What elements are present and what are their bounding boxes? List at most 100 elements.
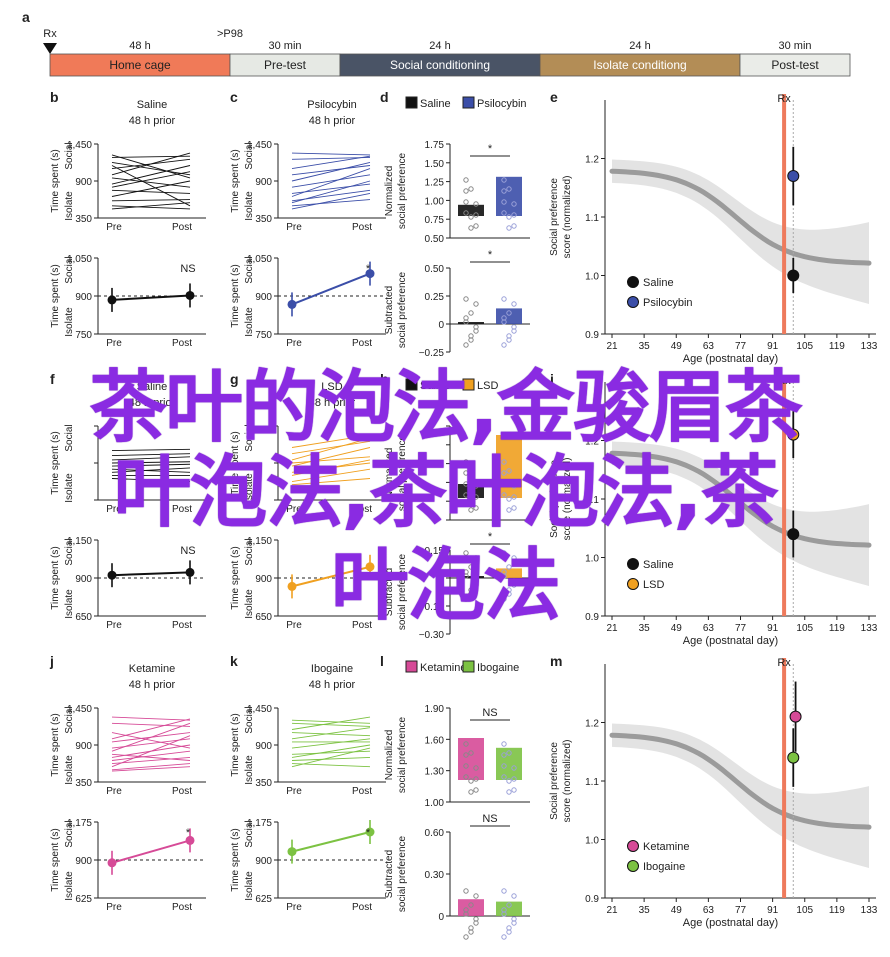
- panel-g-bottom-post-label: Post: [352, 620, 372, 631]
- panel-i-x-tick-label: 63: [703, 623, 715, 634]
- panel-d-norm-dot: [511, 223, 517, 229]
- panel-e-confidence-band: [612, 159, 869, 304]
- panel-f-individual-line: [111, 478, 191, 483]
- panel-h-norm-dot: [463, 470, 469, 476]
- panel-b-individual-line: [111, 152, 191, 176]
- panel-b-top-isolate-label: Isolate: [64, 191, 75, 221]
- panel-i-y-tick-label: 1.1: [585, 495, 599, 506]
- panel-h-norm-dot: [468, 496, 474, 502]
- panel-j-individual-line: [111, 735, 191, 768]
- panel-l-sub-dot: [463, 907, 469, 913]
- panel-c-mean-point-post: [365, 269, 375, 279]
- panel-d-norm-bar-1: [458, 204, 484, 216]
- panel-h-norm-dot: [473, 494, 479, 500]
- panel-h-norm-dot: [468, 468, 474, 474]
- panel-k-bottom-social-label: Social: [244, 820, 255, 847]
- panel-k-bottom-ylabel: Time spent (s): [230, 828, 241, 892]
- panel-m-x-tick-label: 35: [639, 905, 651, 916]
- panel-h-sub-dot: [511, 555, 517, 561]
- panel-m-point-1: [789, 710, 802, 723]
- panel-f-individual-line: [111, 448, 191, 452]
- panel-i-rx-label: Rx: [777, 375, 791, 387]
- panel-d-norm-dot: [473, 212, 479, 218]
- panel-b-bottom-isolate-label: Isolate: [64, 307, 75, 337]
- panel-b-mean-point-pre: [107, 295, 117, 305]
- panel-k-individual-line: [291, 763, 371, 768]
- panel-l-sub-dot: [463, 934, 469, 940]
- panel-l-norm-dot: [463, 752, 469, 758]
- panel-m-x-tick-label: 105: [796, 905, 813, 916]
- panel-f-bottom-tick-label: 1,150: [67, 536, 92, 547]
- panel-g-bottom-tick-label: 650: [255, 612, 272, 623]
- panel-m-xlabel: Age (postnatal day): [683, 917, 778, 929]
- panel-d-norm-dot: [506, 186, 512, 192]
- panel-h-norm-dot: [506, 507, 512, 513]
- panel-i-x-tick-label: 91: [767, 623, 779, 634]
- panel-l-norm-dot: [473, 765, 479, 771]
- panel-d-norm-dot: [511, 212, 517, 218]
- panel-l-legend-swatch-1: [405, 660, 418, 673]
- panel-l-sub-dot: [463, 888, 469, 894]
- panel-k-top-ylabel: Time spent (s): [230, 713, 241, 777]
- panel-d-sub-dot: [511, 301, 517, 307]
- panel-b-bottom-social-label: Social: [64, 256, 75, 283]
- panel-h-sub-ylabel-2: social preference: [397, 553, 408, 630]
- panel-d-norm-dot: [463, 188, 469, 194]
- panel-j-bottom-isolate-label: Isolate: [64, 871, 75, 901]
- panel-l-sub-dot: [473, 916, 479, 922]
- panel-l-sub-dot: [501, 934, 507, 940]
- panel-l-norm-dot: [473, 787, 479, 793]
- panel-c-bottom-pre-label: Pre: [286, 338, 302, 349]
- panel-e-legend-label-1: Saline: [643, 277, 674, 289]
- panel-d-sub-dot: [501, 342, 507, 348]
- panel-h-sub-dot: [463, 569, 469, 575]
- panel-d-sub-dot: [468, 310, 474, 316]
- panel-d-norm-dot: [511, 201, 517, 207]
- panel-h-norm-dot: [511, 494, 517, 500]
- panel-b-subtitle: 48 h prior: [129, 115, 176, 127]
- panel-k-letter: k: [230, 653, 238, 669]
- panel-l-sub-dot: [506, 902, 512, 908]
- panel-f-top-ylabel: Time spent (s): [50, 431, 61, 495]
- panel-c-top-tick-label: 900: [255, 177, 272, 188]
- panel-h-sub-dot: [468, 587, 474, 593]
- panel-b-individual-line: [111, 161, 191, 176]
- panel-i-y-tick-label: 1.2: [585, 437, 599, 448]
- panel-c-individual-line: [291, 152, 371, 156]
- panel-b-bottom-pre-label: Pre: [106, 338, 122, 349]
- panel-f-individual-line: [111, 453, 191, 457]
- panel-h-norm-dot: [501, 459, 507, 465]
- panel-d-norm-tick-label: 1.75: [425, 140, 445, 151]
- panel-j-top-social-label: Social: [64, 706, 75, 733]
- panel-e-x-tick-label: 119: [829, 341, 845, 352]
- panel-m-x-tick-label: 21: [606, 905, 618, 916]
- panel-f-bottom-post-label: Post: [172, 620, 192, 631]
- panel-k-significance: *: [366, 827, 371, 839]
- panel-e-point-1: [787, 170, 800, 183]
- panel-j-top-tick-label: 350: [75, 778, 92, 789]
- panel-c-individual-line: [291, 165, 371, 176]
- panel-m-x-tick-label: 133: [861, 905, 878, 916]
- panel-e-x-tick-label: 21: [606, 341, 618, 352]
- panel-i-x-tick-label: 35: [639, 623, 651, 634]
- panel-e-ylabel-1: Social preference: [549, 178, 560, 256]
- panel-l-norm-dot: [473, 776, 479, 782]
- panel-b-individual-line: [111, 165, 191, 207]
- panel-k-bottom-tick-label: 1,175: [247, 818, 272, 829]
- panel-k-individual-line: [291, 716, 371, 730]
- panel-k-subtitle: 48 h prior: [309, 679, 356, 691]
- panel-l-norm-dot: [511, 787, 517, 793]
- panel-d-norm-dot: [468, 225, 474, 231]
- panel-m-letter: m: [550, 653, 562, 669]
- panel-e-x-tick-label: 91: [767, 341, 779, 352]
- panel-m-x-tick-label: 119: [829, 905, 845, 916]
- panel-f-individual-line: [111, 467, 191, 473]
- panel-i-x-tick-label: 105: [796, 623, 813, 634]
- panel-g-bottom-tick-label: 900: [255, 574, 272, 585]
- panel-j-mean-point-post: [185, 835, 195, 845]
- panel-d-sub-dot: [473, 324, 479, 330]
- panel-e-y-tick-label: 1.1: [585, 213, 599, 224]
- panel-d-norm-dot: [501, 177, 507, 183]
- panel-h-sub-bar-2: [496, 568, 522, 578]
- panel-d-norm-tick-label: 0.75: [425, 215, 445, 226]
